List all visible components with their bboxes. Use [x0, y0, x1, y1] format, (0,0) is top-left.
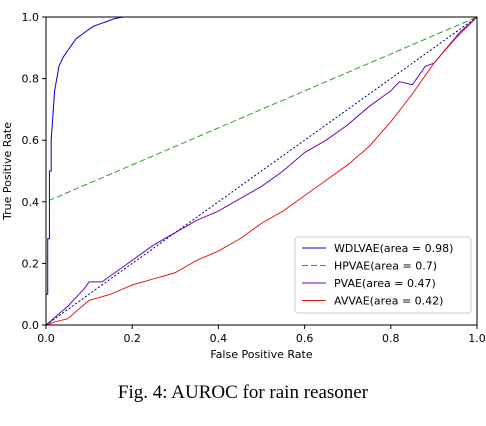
- y-tick-label: 0.6: [22, 134, 40, 147]
- y-tick-label: 1.0: [22, 11, 40, 24]
- y-tick-label: 0.8: [22, 73, 40, 86]
- y-tick-label: 0.2: [22, 257, 40, 270]
- axes: 0.00.0 0.2 0.2 0.4 0.4 0.6 0.6 0.8 0.8 1.0 1.0: [22, 11, 486, 345]
- legend-label: WDLVAE(area = 0.98): [334, 242, 453, 255]
- series-line-3: [45, 16, 478, 326]
- figure-caption: Fig. 4: AUROC for rain reasoner: [117, 382, 369, 403]
- legend: WDLVAE(area = 0.98) HPVAE(area = 0.7) PVAE…: [294, 236, 472, 314]
- legend-label: PVAE(area = 0.47): [334, 277, 436, 290]
- y-tick-label: 0.4: [22, 196, 40, 209]
- x-tick-label: 0.6: [296, 332, 314, 345]
- x-tick-label: 0.8: [382, 332, 400, 345]
- series-line-2: [45, 16, 478, 326]
- x-tick-label: 0.4: [210, 332, 228, 345]
- x-tick-label: 0.2: [123, 332, 141, 345]
- y-axis-label: True Positive Rate: [1, 122, 14, 221]
- legend-label: AVVAE(area = 0.42): [334, 295, 443, 308]
- axes-frame: [45, 16, 478, 326]
- legend-label: HPVAE(area = 0.7): [334, 260, 437, 273]
- legend-box: [294, 236, 472, 314]
- x-axis-label: False Positive Rate: [210, 348, 312, 361]
- y-tick-label: 0.0: [22, 319, 40, 332]
- x-tick-label: 0.0: [37, 332, 55, 345]
- series-line-4: [45, 16, 478, 326]
- x-tick-label: 1.0: [468, 332, 486, 345]
- roc-chart: 0.00.0 0.2 0.2 0.4 0.4 0.6 0.6 0.8 0.8 1.0 1.0 WDL…: [1, 11, 486, 361]
